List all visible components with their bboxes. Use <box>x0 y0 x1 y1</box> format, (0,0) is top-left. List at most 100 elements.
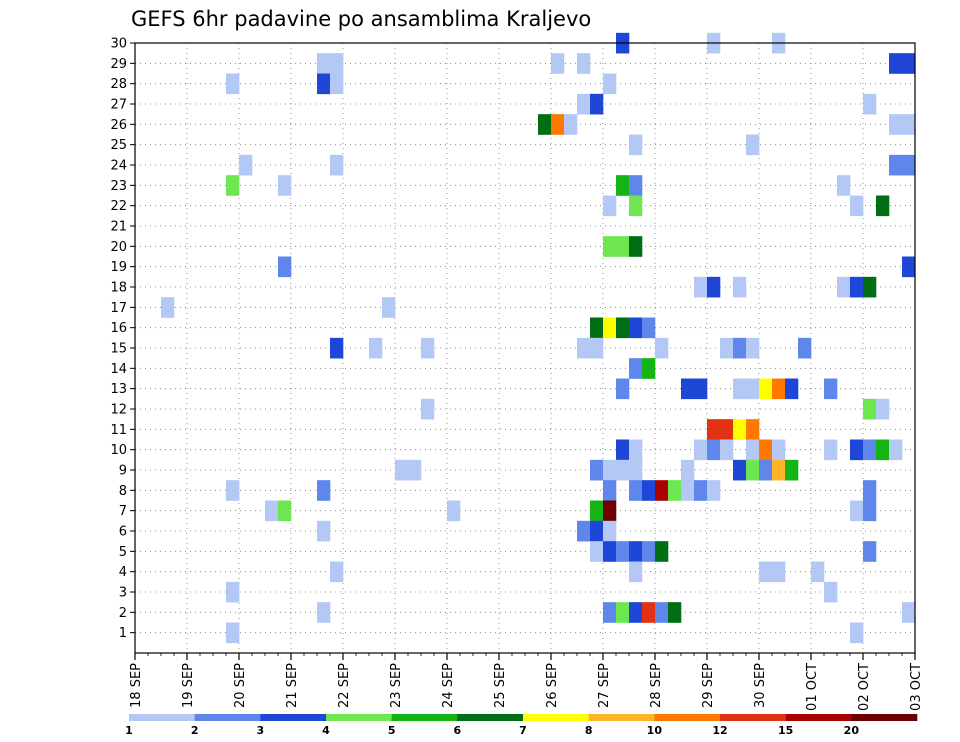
heatmap-cell <box>317 602 331 623</box>
heatmap-cell <box>382 297 396 318</box>
heatmap-cell <box>408 459 422 481</box>
x-tick-label: 30 SEP <box>753 663 768 708</box>
heatmap-cell <box>733 276 747 298</box>
heatmap-cell <box>317 53 331 74</box>
y-tick-label: 14 <box>110 362 127 377</box>
heatmap-cell <box>603 73 617 95</box>
heatmap-cell <box>551 114 565 135</box>
heatmap-cell <box>863 93 877 115</box>
heatmap-cell <box>772 561 786 583</box>
y-tick-label: 12 <box>110 403 127 418</box>
heatmap-cell <box>720 439 734 461</box>
heatmap-cell <box>161 297 175 318</box>
y-tick-label: 8 <box>119 484 127 499</box>
heatmap-cell <box>642 317 656 339</box>
y-tick-label: 30 <box>110 37 127 52</box>
heatmap-cell <box>863 439 877 461</box>
heatmap-cell <box>889 439 903 461</box>
legend-label: 5 <box>388 724 396 737</box>
y-tick-label: 10 <box>110 443 127 458</box>
heatmap-cell <box>590 93 604 115</box>
heatmap-cell <box>785 459 799 481</box>
x-tick-label: 01 OCT <box>805 663 820 711</box>
heatmap-cell <box>746 337 760 359</box>
heatmap-cell <box>707 419 721 440</box>
heatmap-cell <box>772 459 786 481</box>
heatmap-cell <box>681 378 695 400</box>
heatmap-cell <box>746 134 760 156</box>
heatmap-cell <box>876 398 890 420</box>
heatmap-cell <box>824 439 838 461</box>
heatmap-cell <box>278 256 292 278</box>
heatmap-cell <box>694 276 708 298</box>
heatmap-cell <box>603 480 617 501</box>
heatmap-cell <box>616 378 630 400</box>
legend-label: 10 <box>647 724 663 737</box>
heatmap-cell <box>616 236 630 257</box>
heatmap-cell <box>720 337 734 359</box>
heatmap-cell <box>395 459 409 481</box>
heatmap-cell <box>577 53 591 74</box>
heatmap-cell <box>590 337 604 359</box>
x-tick-label: 29 SEP <box>701 663 716 708</box>
heatmap-cell <box>707 439 721 461</box>
y-tick-label: 20 <box>110 240 127 255</box>
legend-label: 1 <box>125 724 133 737</box>
heatmap-cell <box>902 154 916 176</box>
heatmap-cell <box>616 175 630 196</box>
legend-label: 15 <box>778 724 793 737</box>
legend-label: 7 <box>519 724 527 737</box>
y-tick-label: 7 <box>119 504 127 519</box>
heatmap-cell <box>538 114 552 135</box>
heatmap-cell <box>876 439 890 461</box>
heatmap-cell <box>421 398 435 420</box>
heatmap-cell <box>330 154 344 176</box>
heatmap-cell <box>603 500 617 522</box>
y-tick-label: 6 <box>119 525 127 540</box>
y-tick-label: 22 <box>110 199 127 214</box>
heatmap-cell <box>642 358 656 379</box>
x-tick-label: 27 SEP <box>597 663 612 708</box>
heatmap-cell <box>655 480 669 501</box>
heatmap-cell <box>265 500 279 522</box>
heatmap-cell <box>733 459 747 481</box>
legend-swatch <box>194 714 261 721</box>
heatmap-cell <box>772 378 786 400</box>
heatmap-cell <box>590 541 604 562</box>
heatmap-cell <box>824 581 838 603</box>
y-tick-label: 5 <box>119 545 127 560</box>
legend-label: 2 <box>191 724 199 737</box>
heatmap-cell <box>655 602 669 623</box>
heatmap-cell <box>889 53 903 74</box>
heatmap-cell <box>707 276 721 298</box>
legend-swatch <box>720 714 786 721</box>
legend-swatch <box>391 714 458 721</box>
x-axis: 18 SEP 19 SEP 20 SEP 21 SEP 22 SEP 23 SEP 24 S… <box>129 653 924 711</box>
x-tick-label: 20 SEP <box>233 663 248 708</box>
x-tick-label: 18 SEP <box>129 663 144 708</box>
heatmap-cell <box>551 53 565 74</box>
heatmap-cell <box>798 337 812 359</box>
heatmap-cell <box>330 53 344 74</box>
legend-swatch <box>851 714 918 721</box>
heatmap-cell <box>889 114 903 135</box>
heatmap-cell <box>837 175 851 196</box>
heatmap-cell <box>629 480 643 501</box>
heatmap-cell <box>850 500 864 522</box>
heatmap-cell <box>629 195 643 217</box>
y-tick-label: 16 <box>110 321 127 336</box>
heatmap-cell <box>629 175 643 196</box>
heatmap-cell <box>603 317 617 339</box>
x-tick-label: 24 SEP <box>441 663 456 708</box>
legend-swatch <box>129 714 195 721</box>
heatmap-cell <box>616 459 630 481</box>
x-tick-label: 22 SEP <box>337 663 352 708</box>
heatmap-cell <box>629 317 643 339</box>
y-tick-label: 26 <box>110 118 127 133</box>
heatmap-cell <box>590 459 604 481</box>
heatmap-cell <box>694 439 708 461</box>
heatmap-cell <box>226 622 240 644</box>
heatmap-cell <box>577 93 591 115</box>
y-tick-label: 21 <box>110 220 127 235</box>
heatmap-cell <box>226 175 240 196</box>
